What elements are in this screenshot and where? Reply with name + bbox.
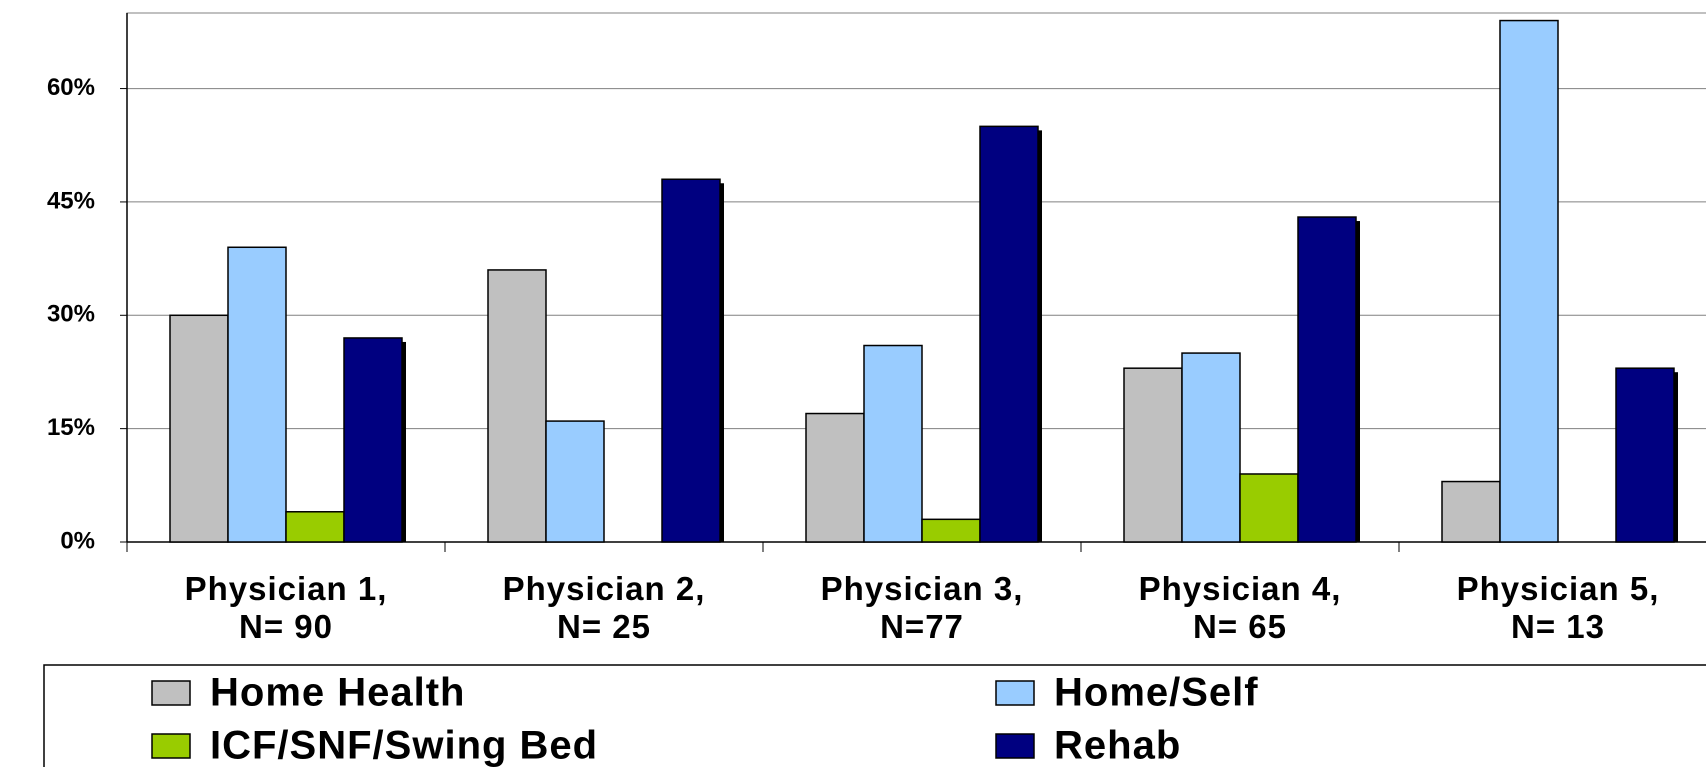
legend-swatch bbox=[151, 680, 191, 706]
y-tick-label: 60% bbox=[47, 74, 95, 101]
bar bbox=[1239, 473, 1299, 543]
bar bbox=[805, 412, 865, 543]
bar bbox=[545, 420, 605, 543]
bar bbox=[487, 269, 547, 543]
bar bbox=[227, 246, 287, 543]
legend-box bbox=[43, 664, 1706, 767]
y-tick-label: 45% bbox=[47, 187, 95, 214]
legend-label: Home/Self bbox=[1054, 671, 1259, 715]
bar bbox=[921, 518, 981, 543]
legend-swatch bbox=[995, 733, 1035, 759]
bar bbox=[1181, 352, 1241, 543]
legend-label: ICF/SNF/Swing Bed bbox=[210, 724, 598, 767]
y-tick-label: 0% bbox=[60, 527, 95, 554]
bar bbox=[1441, 480, 1501, 543]
bar bbox=[1297, 216, 1357, 543]
bar bbox=[1499, 19, 1559, 543]
bar bbox=[979, 125, 1039, 543]
x-tick-label: Physician 3, N=77 bbox=[820, 570, 1024, 645]
x-tick-label: Physician 4, N= 65 bbox=[1138, 570, 1342, 645]
bar bbox=[1615, 367, 1675, 543]
bar bbox=[863, 344, 923, 543]
legend-label: Home Health bbox=[210, 671, 466, 715]
bar bbox=[1123, 367, 1183, 543]
bar bbox=[285, 511, 345, 543]
x-tick-label: Physician 2, N= 25 bbox=[502, 570, 706, 645]
x-tick-label: Physician 5, N= 13 bbox=[1456, 570, 1660, 645]
y-tick-label: 15% bbox=[47, 414, 95, 441]
x-tick-label: Physician 1, N= 90 bbox=[184, 570, 388, 645]
legend-label: Rehab bbox=[1054, 724, 1181, 767]
legend-swatch bbox=[151, 733, 191, 759]
bar bbox=[343, 337, 403, 543]
bar bbox=[661, 178, 721, 543]
bar bbox=[169, 314, 229, 543]
y-tick-label: 30% bbox=[47, 301, 95, 328]
legend-swatch bbox=[995, 680, 1035, 706]
